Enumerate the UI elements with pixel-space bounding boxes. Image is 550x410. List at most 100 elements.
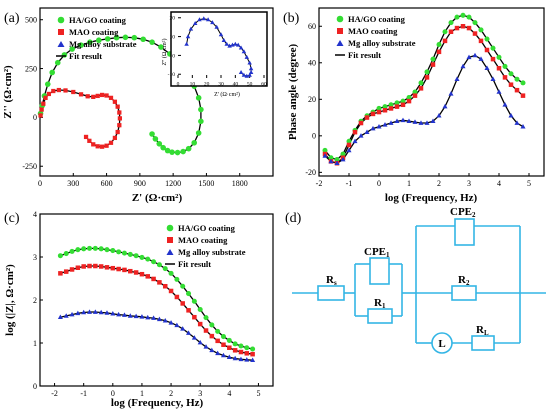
hago-point xyxy=(400,98,406,104)
inset-ytick-label: -10 xyxy=(168,72,176,78)
mao-point xyxy=(478,38,484,44)
mao-point xyxy=(95,93,100,99)
hago-point xyxy=(152,136,159,142)
mg-point xyxy=(370,125,376,131)
mao-point xyxy=(71,89,76,95)
hago-point xyxy=(514,76,520,82)
mao-point xyxy=(117,110,122,115)
mao-point xyxy=(69,267,75,272)
mao-point xyxy=(424,75,430,80)
hago-point xyxy=(502,63,508,69)
mao-point xyxy=(112,99,118,104)
hago-point xyxy=(466,14,472,20)
mao-point xyxy=(382,108,388,113)
mao-point xyxy=(63,88,68,93)
mg-point xyxy=(478,56,484,61)
circuit-cpe2-box xyxy=(454,218,475,246)
hago-point xyxy=(215,328,221,334)
mao-point xyxy=(98,264,104,269)
fit-line-hago xyxy=(324,14,524,161)
hago-point xyxy=(472,20,478,26)
hago-point xyxy=(78,42,84,48)
panel-b-ticks: -2 -1 0 1 2 3 4 5 -20 0 20 40 60 xyxy=(305,22,531,188)
mao-point xyxy=(95,144,100,149)
mao-point xyxy=(51,88,56,94)
label-r2-main: R xyxy=(458,274,467,286)
hago-point xyxy=(81,246,87,252)
legend-a-fit-text: Fit result xyxy=(69,51,102,61)
legend-a-mg-text: Mg alloy substrate xyxy=(69,39,137,49)
fit-line-mg xyxy=(324,54,524,164)
hago-point xyxy=(160,144,166,151)
panel-a-xlabel: Z' (Ω·cm²) xyxy=(132,192,183,204)
mao-point xyxy=(116,266,121,272)
hago-point xyxy=(75,247,81,253)
hago-point xyxy=(232,341,238,347)
mg-point xyxy=(221,37,227,42)
circuit-rl-box xyxy=(471,335,495,351)
panel-c-xlabel: log (Frequency, Hz) xyxy=(111,397,204,409)
mao-point xyxy=(406,98,412,104)
mg-point xyxy=(448,91,454,96)
mao-point xyxy=(104,143,109,148)
panel-b-xlabel: log (Frequency, Hz) xyxy=(385,192,478,204)
mg-point xyxy=(424,120,430,125)
mg-point xyxy=(81,309,87,315)
mao-point xyxy=(238,349,244,355)
panel-b: (b) -2 -1 0 1 2 3 4 5 -20 0 20 40 60 log (Frequency,… xyxy=(283,7,545,204)
panel-a-marks xyxy=(37,34,204,156)
mao-point xyxy=(85,94,90,99)
mao-point xyxy=(104,265,110,270)
mao-point xyxy=(370,111,376,117)
mg-point xyxy=(388,120,394,125)
mao-point xyxy=(472,31,478,36)
mao-point xyxy=(436,49,442,55)
mg-point xyxy=(75,310,81,316)
panel-a-ytick-label: 250 xyxy=(25,64,37,73)
mao-point xyxy=(442,38,448,44)
mg-point xyxy=(192,21,198,26)
panel-a-ylabel: Z'' (Ω·cm²) xyxy=(2,65,14,119)
panel-c-xtick-label: -1 xyxy=(80,389,87,398)
hago-point xyxy=(110,248,116,254)
hago-point xyxy=(478,27,484,33)
mg-point xyxy=(508,113,514,118)
mg-point xyxy=(180,326,186,331)
mg-point xyxy=(186,330,192,335)
mg-point xyxy=(151,315,157,320)
mg-point xyxy=(139,314,145,319)
hago-point xyxy=(197,306,203,312)
mg-point xyxy=(248,66,254,71)
hago-point xyxy=(96,37,102,44)
mao-point xyxy=(227,345,232,350)
legend-a-mao-text: MAO coating xyxy=(69,27,119,37)
hago-point xyxy=(174,149,181,156)
hago-point xyxy=(460,12,466,18)
label-cpe2-main: CPE xyxy=(450,206,472,218)
label-rl: RL xyxy=(476,324,489,337)
hago-point xyxy=(346,138,352,144)
mg-point xyxy=(436,113,442,118)
mao-point xyxy=(83,134,89,140)
fit-line-mao xyxy=(39,89,121,148)
hago-point xyxy=(328,155,334,161)
panel-c-ytick-label: 4 xyxy=(33,210,37,219)
panel-a-xtick-label: 300 xyxy=(67,179,79,188)
panel-a-xtick-label: 1800 xyxy=(232,179,248,188)
panel-b-ytick-label: 40 xyxy=(308,59,316,68)
mg-point xyxy=(238,69,244,74)
hago-point xyxy=(86,245,93,251)
mg-point xyxy=(205,17,211,22)
mao-point xyxy=(496,66,502,71)
circuit-diagram xyxy=(292,218,546,354)
panel-b-label: (b) xyxy=(283,11,300,26)
mg-point xyxy=(145,314,151,320)
panel-a-xtick-label: 600 xyxy=(101,179,113,188)
inset-xtick-label: 40 xyxy=(233,82,239,88)
mg-point xyxy=(220,352,227,358)
hago-point xyxy=(133,253,139,259)
circuit-cpe1-box xyxy=(369,257,390,285)
panel-a-xtick-label: 0 xyxy=(38,179,42,188)
mg-point xyxy=(442,103,448,109)
